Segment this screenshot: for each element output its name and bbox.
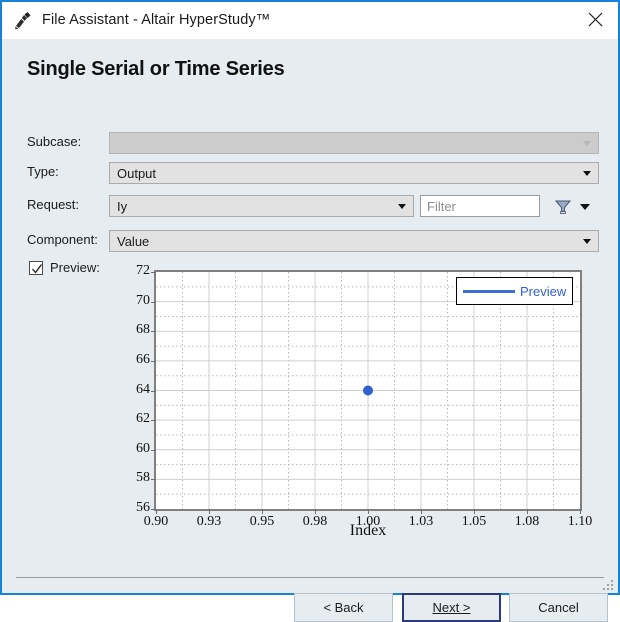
x-tick-mark <box>527 509 528 514</box>
next-button-label: Next > <box>432 600 471 615</box>
page-title: Single Serial or Time Series <box>27 58 285 80</box>
plot-area <box>156 272 580 509</box>
type-value: Output <box>117 165 157 181</box>
x-axis-title: Index <box>349 522 387 539</box>
x-tick-label: 1.03 <box>408 514 434 529</box>
x-tick-mark <box>156 509 157 514</box>
component-select[interactable]: Value <box>109 230 599 252</box>
subcase-label: Subcase: <box>27 134 82 149</box>
filter-placeholder: Filter <box>427 198 456 214</box>
chart-legend: Preview <box>456 277 574 305</box>
y-tick-mark <box>151 390 156 392</box>
y-tick-mark <box>151 360 156 362</box>
y-tick-label: 58 <box>136 470 150 486</box>
type-row: Type: Output <box>2 162 618 184</box>
y-tick-label: 64 <box>136 381 150 397</box>
check-icon <box>32 263 43 274</box>
data-point <box>363 385 373 396</box>
request-select[interactable]: Iy <box>109 195 414 217</box>
y-tick-label: 72 <box>136 263 150 278</box>
x-tick-label: 1.00 <box>355 514 381 529</box>
y-tick-label: 60 <box>136 440 150 456</box>
chevron-down-icon <box>398 204 406 209</box>
subcase-row: Subcase: <box>2 132 618 154</box>
x-tick-mark <box>580 509 581 514</box>
y-tick-label: 56 <box>136 500 150 515</box>
component-row: Component: Value <box>2 230 618 252</box>
x-tick-label: 0.98 <box>302 514 328 529</box>
chevron-down-icon[interactable] <box>580 204 590 210</box>
filter-input[interactable]: Filter <box>420 195 540 217</box>
dialog-body: Single Serial or Time Series Subcase: Ty… <box>2 39 618 622</box>
component-value: Value <box>117 233 150 249</box>
type-label: Type: <box>27 164 59 179</box>
x-tick-mark <box>368 509 369 514</box>
subcase-select[interactable] <box>109 132 599 154</box>
x-tick-label: 0.93 <box>196 514 222 529</box>
y-tick-mark <box>151 331 156 333</box>
component-label: Component: <box>27 232 98 247</box>
type-select[interactable]: Output <box>109 162 599 184</box>
hyperstudy-icon <box>12 9 34 31</box>
x-tick-mark <box>421 509 422 514</box>
y-tick-mark <box>151 301 156 303</box>
resize-grip[interactable] <box>602 578 614 590</box>
y-tick-mark <box>151 420 156 422</box>
preview-chart: Preview <box>154 270 582 511</box>
footer-divider <box>16 577 604 578</box>
legend-line-swatch <box>463 289 515 293</box>
title-bar: File Assistant - Altair HyperStudy™ <box>2 2 618 39</box>
y-tick-label: 68 <box>136 322 150 338</box>
chevron-down-icon <box>583 141 591 146</box>
next-button[interactable]: Next > <box>402 593 501 622</box>
window-title: File Assistant - Altair HyperStudy™ <box>42 12 271 28</box>
cancel-button[interactable]: Cancel <box>509 593 608 622</box>
request-value: Iy <box>117 198 128 214</box>
y-tick-label: 66 <box>136 351 150 367</box>
back-button[interactable]: < Back <box>294 593 393 622</box>
x-tick-mark <box>209 509 210 514</box>
preview-checkbox[interactable] <box>29 260 43 275</box>
x-tick-mark <box>474 509 475 514</box>
x-tick-label: 0.90 <box>143 514 169 529</box>
x-tick-mark <box>262 509 263 514</box>
preview-checkbox-row[interactable]: Preview: <box>29 260 100 275</box>
x-tick-label: 1.05 <box>461 514 487 529</box>
close-icon[interactable] <box>572 2 618 37</box>
chevron-down-icon <box>583 171 591 176</box>
y-tick-label: 70 <box>136 292 150 308</box>
x-tick-label: 1.08 <box>514 514 540 529</box>
preview-label: Preview: <box>50 260 100 275</box>
legend-label: Preview <box>520 283 567 299</box>
request-row: Request: Iy Filter <box>2 195 618 217</box>
funnel-filter-icon[interactable] <box>554 198 572 216</box>
y-tick-mark <box>151 479 156 481</box>
request-label: Request: <box>27 197 80 212</box>
y-tick-mark <box>151 272 156 273</box>
y-tick-mark <box>151 509 156 510</box>
y-tick-mark <box>151 449 156 451</box>
x-tick-label: 1.10 <box>567 514 593 529</box>
x-tick-label: 0.95 <box>249 514 275 529</box>
x-tick-mark <box>315 509 316 514</box>
y-tick-label: 62 <box>136 411 150 427</box>
plot-svg <box>156 272 580 509</box>
chevron-down-icon <box>583 239 591 244</box>
